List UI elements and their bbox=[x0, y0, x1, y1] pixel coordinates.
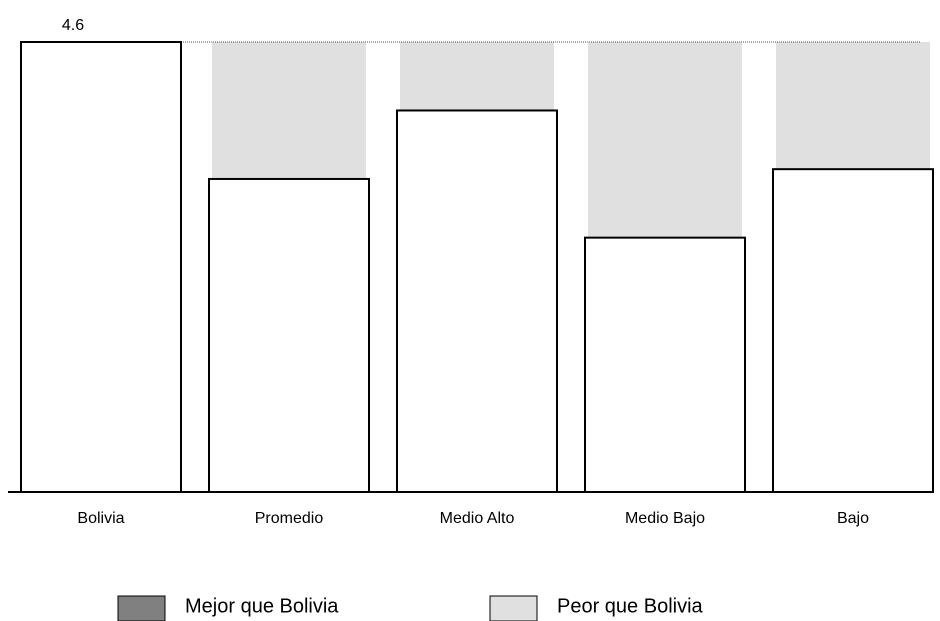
legend-swatch bbox=[117, 595, 166, 621]
x-tick-label: Medio Bajo bbox=[625, 510, 705, 527]
comparison-area bbox=[212, 42, 366, 179]
legend-swatch bbox=[489, 595, 538, 621]
value-label: 4.6 bbox=[62, 17, 84, 34]
bar bbox=[772, 168, 934, 493]
x-tick-label: Promedio bbox=[255, 510, 324, 527]
comparison-area bbox=[400, 42, 554, 111]
comparison-area bbox=[776, 42, 930, 170]
x-tick-label: Bolivia bbox=[77, 510, 124, 527]
legend-label: Peor que Bolivia bbox=[557, 595, 704, 617]
legend-label: Mejor que Bolivia bbox=[185, 595, 339, 617]
bar bbox=[20, 41, 182, 493]
comparison-area bbox=[588, 42, 742, 238]
bar bbox=[584, 236, 746, 493]
x-tick-label: Bajo bbox=[837, 510, 869, 527]
bar bbox=[208, 177, 370, 494]
x-tick-label: Medio Alto bbox=[440, 510, 515, 527]
bar bbox=[396, 109, 558, 493]
